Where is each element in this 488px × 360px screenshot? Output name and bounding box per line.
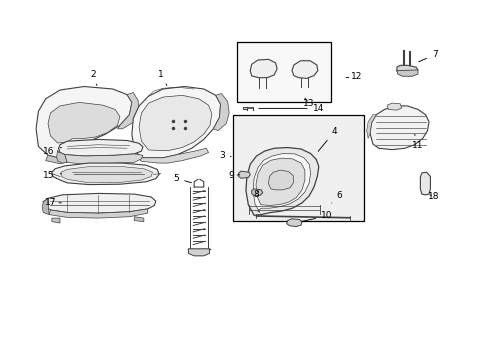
Polygon shape	[369, 106, 428, 150]
Text: 11: 11	[411, 134, 423, 150]
Text: 17: 17	[44, 198, 61, 207]
Bar	[237, 42, 330, 102]
Polygon shape	[386, 103, 401, 110]
Polygon shape	[366, 115, 376, 138]
Text: 1: 1	[158, 70, 166, 85]
Polygon shape	[61, 167, 152, 183]
Text: 3: 3	[219, 151, 231, 160]
Polygon shape	[36, 86, 132, 159]
Polygon shape	[268, 170, 293, 190]
Polygon shape	[243, 107, 246, 109]
Text: 13: 13	[303, 98, 314, 108]
Text: 6: 6	[331, 191, 342, 203]
Text: 2: 2	[91, 70, 97, 85]
Text: 7: 7	[418, 50, 437, 62]
Polygon shape	[52, 218, 60, 223]
Polygon shape	[238, 171, 250, 178]
Polygon shape	[245, 148, 318, 215]
Polygon shape	[117, 93, 139, 129]
Text: 16: 16	[43, 147, 61, 156]
Text: 15: 15	[43, 171, 61, 180]
Polygon shape	[396, 66, 417, 73]
Text: 14: 14	[258, 104, 324, 113]
Text: 8: 8	[253, 190, 258, 199]
Text: 18: 18	[427, 193, 439, 202]
Polygon shape	[253, 154, 310, 212]
Polygon shape	[132, 86, 220, 158]
Polygon shape	[48, 102, 120, 143]
Polygon shape	[64, 154, 142, 164]
Text: 5: 5	[173, 174, 191, 183]
Text: 9: 9	[228, 171, 239, 180]
Polygon shape	[396, 70, 417, 76]
Polygon shape	[420, 172, 429, 195]
Polygon shape	[59, 139, 142, 156]
Polygon shape	[42, 198, 49, 215]
Polygon shape	[134, 217, 143, 222]
Polygon shape	[291, 61, 317, 78]
Polygon shape	[213, 94, 229, 131]
Polygon shape	[250, 59, 277, 78]
Polygon shape	[256, 158, 304, 206]
Text: 4: 4	[318, 127, 337, 152]
Text: 10: 10	[301, 211, 332, 221]
Polygon shape	[43, 193, 156, 213]
Polygon shape	[251, 189, 262, 196]
Polygon shape	[138, 148, 208, 163]
Polygon shape	[49, 209, 147, 218]
Polygon shape	[286, 219, 302, 226]
Polygon shape	[188, 249, 209, 256]
Polygon shape	[45, 142, 89, 164]
Polygon shape	[139, 95, 211, 151]
Polygon shape	[57, 150, 67, 163]
Bar	[232, 115, 364, 221]
Text: 12: 12	[346, 72, 362, 81]
Polygon shape	[52, 163, 159, 185]
